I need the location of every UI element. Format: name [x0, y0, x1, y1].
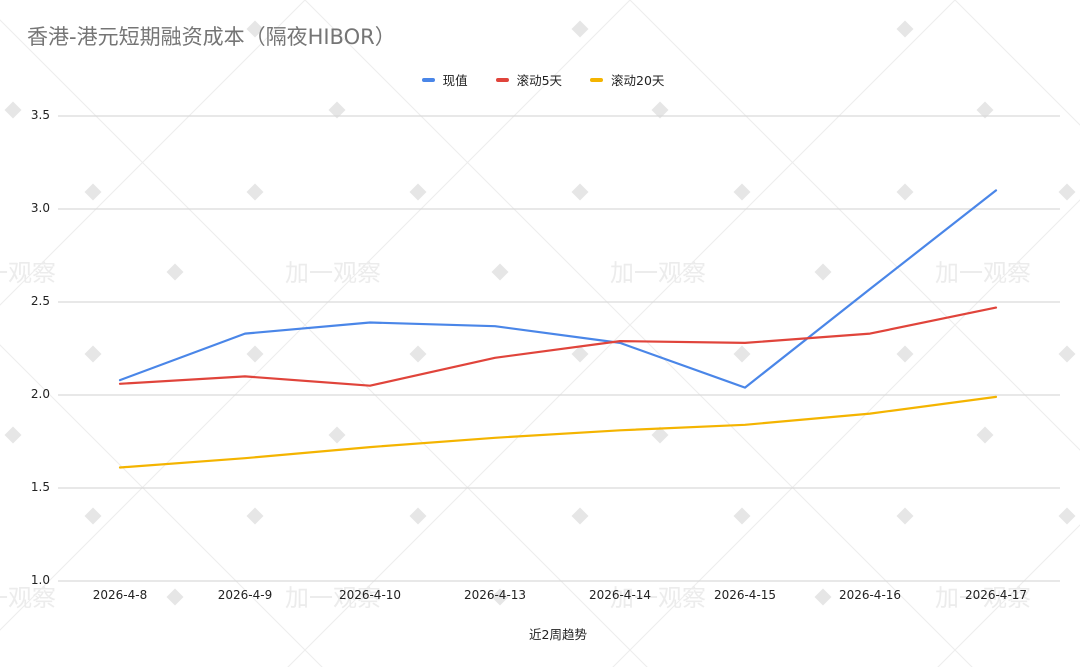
svg-text:加一观察: 加一观察: [0, 584, 56, 612]
svg-text:加一观察: 加一观察: [0, 259, 56, 287]
legend-label: 现值: [442, 73, 468, 88]
series-line: [118, 189, 998, 389]
legend-item-rolling-20d[interactable]: 滚动20天: [590, 70, 664, 89]
legend-label: 滚动5天: [516, 73, 563, 88]
x-tick-label: 2026-4-9: [217, 588, 273, 602]
legend-swatch-icon: [495, 77, 509, 82]
x-tick-label: 2026-4-10: [338, 588, 402, 602]
legend-swatch-icon: [421, 77, 435, 82]
svg-text:加一观察: 加一观察: [610, 259, 706, 287]
y-tick-label: 1.0: [30, 573, 50, 587]
x-tick-label: 2026-4-17: [964, 588, 1028, 602]
y-tick-label: 3.0: [30, 201, 50, 215]
svg-text:加一观察: 加一观察: [610, 584, 706, 612]
legend-label: 滚动20天: [611, 73, 665, 88]
x-tick-label: 2026-4-16: [838, 588, 902, 602]
svg-text:加一观察: 加一观察: [935, 259, 1031, 287]
svg-text:加一观察: 加一观察: [285, 584, 381, 612]
chart-title: 香港-港元短期融资成本（隔夜HIBOR）: [27, 25, 396, 49]
x-axis-title: 近2周趋势: [529, 627, 587, 642]
legend: 现值 滚动5天 滚动20天: [0, 70, 1080, 89]
legend-item-rolling-5d[interactable]: 滚动5天: [495, 70, 563, 89]
y-tick-label: 2.0: [30, 387, 50, 401]
svg-text:加一观察: 加一观察: [285, 259, 381, 287]
y-tick-label: 3.5: [30, 108, 50, 122]
y-tick-label: 1.5: [30, 480, 50, 494]
x-tick-label: 2026-4-13: [463, 588, 527, 602]
x-tick-label: 2026-4-15: [713, 588, 777, 602]
x-tick-label: 2026-4-14: [588, 588, 652, 602]
x-tick-label: 2026-4-8: [92, 588, 148, 602]
svg-text:加一观察: 加一观察: [935, 584, 1031, 612]
series-line: [118, 306, 998, 387]
legend-item-current[interactable]: 现值: [421, 70, 468, 89]
series-line: [118, 395, 998, 469]
legend-swatch-icon: [590, 77, 604, 82]
y-tick-label: 2.5: [30, 294, 50, 308]
